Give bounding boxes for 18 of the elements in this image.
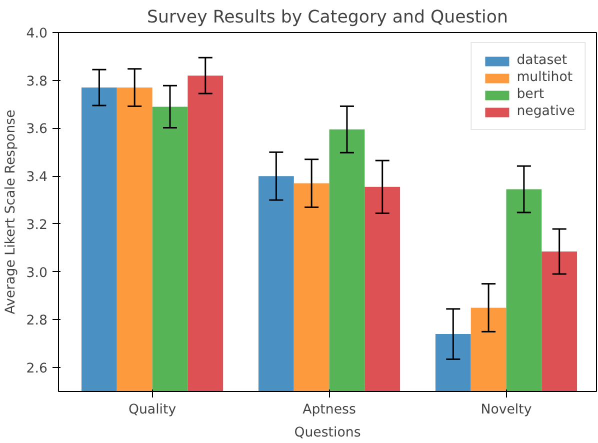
x-tick-label: Aptness bbox=[302, 402, 356, 418]
y-tick-label: 3.8 bbox=[26, 74, 48, 90]
y-tick-label: 4.0 bbox=[26, 26, 48, 42]
legend-label: negative bbox=[516, 104, 575, 119]
y-tick-label: 3.4 bbox=[26, 170, 48, 186]
y-tick-label: 2.6 bbox=[26, 362, 48, 377]
x-tick-label: Quality bbox=[128, 402, 176, 418]
legend-label: dataset bbox=[516, 53, 568, 68]
x-tick-label: Novelty bbox=[480, 402, 532, 418]
y-tick-label: 2.8 bbox=[26, 314, 48, 329]
legend-label: bert bbox=[516, 87, 544, 102]
y-axis-title: Average Likert Scale Response bbox=[3, 110, 18, 314]
chart-title: Survey Results by Category and Question bbox=[147, 8, 508, 28]
legend-label: multihot bbox=[516, 70, 573, 85]
x-axis-title: Questions bbox=[294, 426, 361, 440]
y-tick-label: 3.2 bbox=[26, 218, 48, 233]
y-tick-label: 3.6 bbox=[26, 122, 48, 138]
y-tick-label: 3.0 bbox=[26, 266, 48, 281]
